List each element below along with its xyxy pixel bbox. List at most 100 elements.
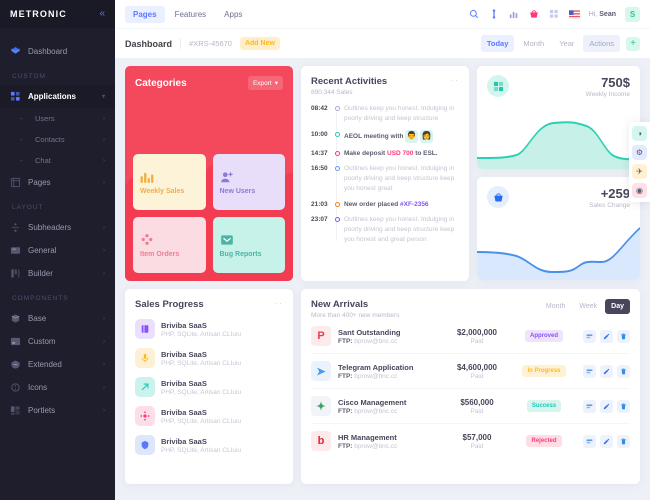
company-logo-icon: ➤: [311, 361, 331, 381]
cart-icon[interactable]: [529, 9, 540, 20]
activity-link[interactable]: USD 700: [387, 149, 414, 157]
sales-progress-title: Sales Progress: [135, 299, 204, 310]
category-tile-label: Weekly Sales: [140, 188, 185, 195]
list-item[interactable]: Briviba SaaS PHP, SQLite, Artisan CLIuiu: [135, 406, 283, 426]
tab-pages[interactable]: Pages: [125, 5, 165, 23]
sidebar-item-chat[interactable]: - Chat ›: [0, 150, 115, 171]
rocket-icon[interactable]: ✈: [632, 164, 647, 179]
float-toolbar: ◑ ⚙ ✈ ◉: [629, 122, 650, 202]
categories-header: Categories Export ▾: [125, 66, 293, 90]
add-new-badge[interactable]: Add New: [239, 37, 280, 50]
new-arrivals-tab-day[interactable]: Day: [605, 299, 630, 314]
apps-grid-icon[interactable]: [549, 9, 560, 20]
list-item[interactable]: Briviba SaaS PHP, SQLite, Artisan CLIuiu: [135, 377, 283, 397]
sidebar-item-extended[interactable]: Extended ›: [0, 353, 115, 376]
tab-features[interactable]: Features: [174, 9, 207, 19]
grid-square-icon: [487, 75, 509, 97]
row-actions: [583, 329, 630, 343]
more-dots-icon[interactable]: ··: [275, 298, 283, 308]
edit-icon[interactable]: [600, 329, 613, 343]
palette-icon[interactable]: ◑: [632, 126, 647, 141]
orders-icon: [140, 232, 199, 246]
activity-text: AEOL meeting with: [344, 132, 404, 140]
activity-item: 08:42 Outlines keep you honest. Indulging…: [311, 104, 459, 124]
range-year-button[interactable]: Year: [559, 39, 575, 48]
delete-icon[interactable]: [617, 364, 630, 378]
sidebar-item-general[interactable]: General ›: [0, 239, 115, 262]
edit-icon[interactable]: [600, 434, 613, 448]
ftp-label: FTP:: [338, 372, 353, 380]
view-icon[interactable]: [583, 434, 596, 448]
range-today-button[interactable]: Today: [480, 35, 515, 52]
list-item-desc: PHP, SQLite, Artisan CLIuiu: [161, 388, 242, 396]
view-icon[interactable]: [583, 399, 596, 413]
row-amount: $560,000 Paid: [441, 398, 513, 415]
new-arrivals-tab-week[interactable]: Week: [579, 303, 598, 310]
list-item-text: Briviba SaaS PHP, SQLite, Artisan CLIuiu: [161, 408, 241, 425]
sidebar-item-applications[interactable]: Applications ▾: [0, 85, 115, 108]
chevron-right-icon: ›: [103, 407, 105, 414]
ftp-label: FTP:: [338, 407, 353, 415]
avatar[interactable]: S: [625, 6, 640, 22]
view-icon[interactable]: [583, 364, 596, 378]
tab-apps[interactable]: Apps: [224, 9, 243, 19]
more-dots-icon[interactable]: ··: [451, 75, 459, 85]
table-row[interactable]: ➤ Telegram Application FTP: bprow@bnc.cc $4…: [311, 354, 630, 389]
category-tile-weekly-sales[interactable]: Weekly Sales: [133, 154, 206, 210]
sidebar-item-pages[interactable]: Pages ›: [0, 171, 115, 194]
analytics-icon[interactable]: [509, 9, 520, 20]
new-arrivals-tab-month[interactable]: Month: [545, 303, 566, 310]
sidebar-item-builder[interactable]: Builder ›: [0, 262, 115, 285]
row-title: HR Management: [338, 432, 397, 442]
notifications-icon[interactable]: [489, 9, 500, 20]
sidebar-item-portlets[interactable]: Portlets ›: [0, 399, 115, 422]
chat-icon[interactable]: ◉: [632, 183, 647, 198]
categories-title: Categories: [135, 77, 187, 89]
page-title: Dashboard: [125, 38, 173, 49]
sidebar-item-contacts[interactable]: - Contacts ›: [0, 129, 115, 150]
widget-label: Sales Change: [589, 202, 630, 209]
settings-icon[interactable]: ⚙: [632, 145, 647, 160]
chevron-right-icon: ›: [103, 115, 105, 122]
category-tile-bug-reports[interactable]: Bug Reports: [212, 217, 285, 273]
list-item[interactable]: Briviba SaaS PHP, SQLite, Artisan CLIuiu: [135, 435, 283, 455]
subheader: Dashboard #XRS-45670 Add New Today Month…: [115, 28, 650, 58]
status-badge: In Progress: [522, 365, 566, 377]
sidebar-item-custom[interactable]: Custom ›: [0, 330, 115, 353]
table-row[interactable]: b HR Management FTP: bprow@bnc.cc $57,000 Pa…: [311, 424, 630, 458]
delete-icon[interactable]: [617, 399, 630, 413]
table-row[interactable]: ✦ Cisco Management FTP: bprow@bnc.cc $560,0…: [311, 389, 630, 424]
export-button[interactable]: Export ▾: [247, 76, 283, 90]
activity-text: New order placed: [344, 200, 399, 208]
row-ftp: FTP: bprow@bnc.cc: [338, 443, 441, 450]
sidebar-item-icons[interactable]: Icons ›: [0, 376, 115, 399]
category-tile-new-users[interactable]: New Users: [212, 154, 285, 210]
category-tile-item-orders[interactable]: Item Orders: [133, 217, 206, 273]
sparkle-icon: [135, 406, 155, 426]
sidebar-item-dashboard[interactable]: Dashboard: [0, 40, 115, 63]
record-id: #XRS-45670: [189, 39, 232, 48]
edit-icon[interactable]: [600, 364, 613, 378]
activity-link[interactable]: #XF-2356: [400, 200, 429, 208]
delete-icon[interactable]: [617, 329, 630, 343]
list-item[interactable]: Briviba SaaS PHP, SQLite, Artisan CLIuiu: [135, 348, 283, 368]
edit-icon[interactable]: [600, 399, 613, 413]
list-item[interactable]: Briviba SaaS PHP, SQLite, Artisan CLIuiu: [135, 319, 283, 339]
sidebar-item-subheaders[interactable]: Subheaders ›: [0, 216, 115, 239]
activity-body: Outlines keep you honest. Indulging in p…: [342, 215, 459, 244]
sidebar-item-label: Extended: [28, 360, 62, 369]
table-row[interactable]: P Sant Outstanding FTP: bprow@bnc.cc $2,000…: [311, 319, 630, 354]
actions-button[interactable]: Actions: [583, 35, 620, 52]
search-icon[interactable]: [469, 9, 480, 20]
flag-icon[interactable]: [568, 9, 580, 20]
amount-label: Paid: [470, 337, 484, 345]
widget-meta: 750$ Weekly Income: [586, 75, 630, 98]
portlets-icon: [10, 405, 21, 416]
chevron-double-left-icon[interactable]: «: [99, 8, 105, 19]
range-month-button[interactable]: Month: [523, 39, 545, 48]
delete-icon[interactable]: [617, 434, 630, 448]
add-button[interactable]: +: [626, 36, 640, 51]
sidebar-item-users[interactable]: - Users ›: [0, 108, 115, 129]
sidebar-item-base[interactable]: Base ›: [0, 307, 115, 330]
view-icon[interactable]: [583, 329, 596, 343]
